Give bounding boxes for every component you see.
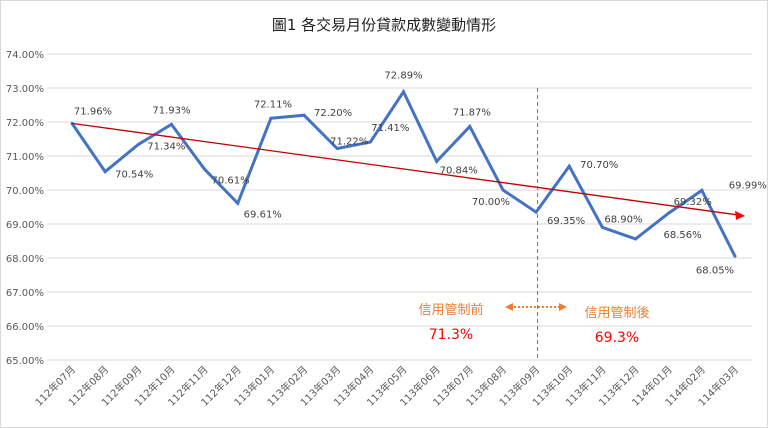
data-label: 71.96% xyxy=(74,106,112,117)
data-label: 72.89% xyxy=(384,71,422,82)
data-point xyxy=(136,142,140,146)
data-point xyxy=(700,188,704,192)
data-label: 69.32% xyxy=(674,197,712,208)
y-tick-label: 66.00% xyxy=(6,322,44,333)
after-control-value: 69.3% xyxy=(595,330,639,346)
data-label: 70.70% xyxy=(580,160,618,171)
data-label: 69.35% xyxy=(547,216,585,227)
data-point xyxy=(169,122,173,126)
y-tick-label: 72.00% xyxy=(6,118,44,129)
data-label: 70.61% xyxy=(212,175,250,186)
data-label: 71.34% xyxy=(147,141,185,152)
data-label: 70.00% xyxy=(472,197,510,208)
data-point xyxy=(733,254,737,258)
data-point xyxy=(335,147,339,151)
before-control-value: 71.3% xyxy=(429,327,473,343)
data-label: 69.61% xyxy=(244,209,282,220)
y-tick-label: 67.00% xyxy=(6,288,44,299)
data-label: 72.11% xyxy=(254,99,292,110)
y-tick-label: 70.00% xyxy=(6,186,44,197)
data-point xyxy=(269,116,273,120)
data-label: 68.90% xyxy=(604,214,642,225)
data-point xyxy=(302,113,306,117)
data-point xyxy=(402,90,405,94)
data-label: 70.54% xyxy=(115,170,153,181)
data-point xyxy=(501,188,505,192)
data-point xyxy=(534,210,538,214)
before-control-label: 信用管制前 xyxy=(418,302,483,318)
data-point xyxy=(103,170,107,174)
y-tick-label: 65.00% xyxy=(6,356,44,367)
data-label: 69.99% xyxy=(729,180,767,191)
data-label: 71.87% xyxy=(453,107,491,118)
data-label: 72.20% xyxy=(314,108,352,119)
data-label: 71.93% xyxy=(152,105,190,116)
arrow-left-icon xyxy=(505,303,513,311)
series-line xyxy=(70,88,737,257)
data-point xyxy=(435,159,439,163)
after-control-label: 信用管制後 xyxy=(584,306,649,321)
data-label: 70.84% xyxy=(440,165,478,176)
data-point xyxy=(236,201,240,205)
y-tick-label: 73.00% xyxy=(6,84,44,95)
y-tick-label: 68.00% xyxy=(6,254,44,265)
data-label: 71.22% xyxy=(330,137,368,148)
data-point xyxy=(600,225,604,229)
trend-line xyxy=(71,122,738,216)
data-label: 68.56% xyxy=(663,230,701,241)
arrow-right-icon xyxy=(559,303,567,311)
trend-arrow-icon xyxy=(735,210,745,220)
data-label: 68.05% xyxy=(696,265,734,276)
data-point xyxy=(634,237,638,241)
data-point xyxy=(468,124,472,128)
data-point xyxy=(667,211,671,215)
chart-title: 圖1 各交易月份貸款成數變動情形 xyxy=(272,16,496,34)
data-point xyxy=(368,140,372,144)
y-tick-label: 71.00% xyxy=(6,152,44,163)
data-label: 71.41% xyxy=(371,123,409,134)
y-tick-label: 74.00% xyxy=(6,50,44,61)
data-point xyxy=(203,167,207,171)
data-point xyxy=(567,164,571,168)
y-tick-label: 69.00% xyxy=(6,220,44,231)
